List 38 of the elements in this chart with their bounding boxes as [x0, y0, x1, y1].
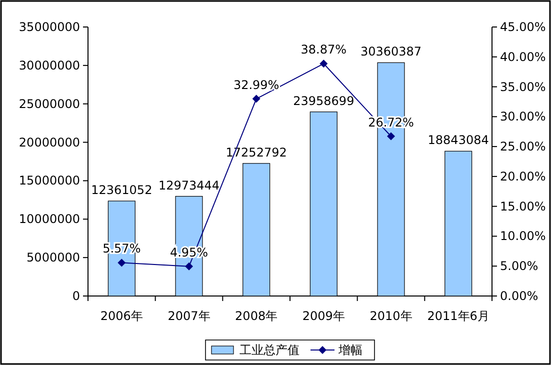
data-label: 30360387 — [360, 44, 422, 59]
y-tick-label: 0 — [72, 289, 80, 303]
x-tick-label: 2008年 — [235, 309, 278, 323]
point — [185, 262, 193, 270]
point — [387, 132, 395, 140]
y-tick-label: 25000000 — [18, 96, 80, 111]
y2-tick-label: 10.00% — [500, 229, 546, 244]
y2-tick-label: 45.00% — [500, 20, 546, 34]
data-label: 38.87% — [300, 42, 347, 57]
y-tick-label: 35000000 — [18, 20, 80, 34]
data-label: 23958699 — [293, 94, 354, 108]
x-tick-label: 2007年 — [168, 309, 210, 323]
x-tick-label: 2006年 — [100, 309, 143, 323]
x-tick-label: 2011年6月 — [427, 309, 490, 323]
legend-label: 增幅 — [338, 343, 362, 357]
data-label: 18843084 — [428, 133, 489, 148]
y-tick-label: 10000000 — [18, 212, 80, 226]
y2-tick-label: 40.00% — [500, 50, 546, 64]
point — [252, 94, 260, 103]
legend-label: 工业总产值 — [240, 343, 300, 357]
y-tick-label: 5000000 — [26, 250, 80, 265]
y2-tick-label: 0.00% — [500, 289, 538, 303]
x-tick-label: 2009年 — [302, 309, 345, 323]
y2-tick-label: 30.00% — [500, 110, 546, 124]
y-tick-label: 15000000 — [18, 174, 80, 188]
y2-tick-label: 35.00% — [500, 80, 546, 94]
point — [320, 60, 328, 68]
data-label: 12973444 — [158, 178, 220, 192]
y-tick-label: 20000000 — [18, 135, 80, 150]
x-tick-label: 2010年 — [370, 309, 412, 323]
y2-tick-label: 20.00% — [500, 169, 546, 184]
data-label: 32.99% — [233, 78, 280, 92]
y2-tick-label: 25.00% — [500, 140, 546, 154]
y2-tick-label: 15.00% — [500, 199, 546, 214]
y-tick-label: 30000000 — [18, 58, 80, 72]
y2-tick-label: 5.00% — [500, 259, 538, 274]
data-label: 12361052 — [91, 182, 152, 197]
point — [118, 258, 126, 267]
